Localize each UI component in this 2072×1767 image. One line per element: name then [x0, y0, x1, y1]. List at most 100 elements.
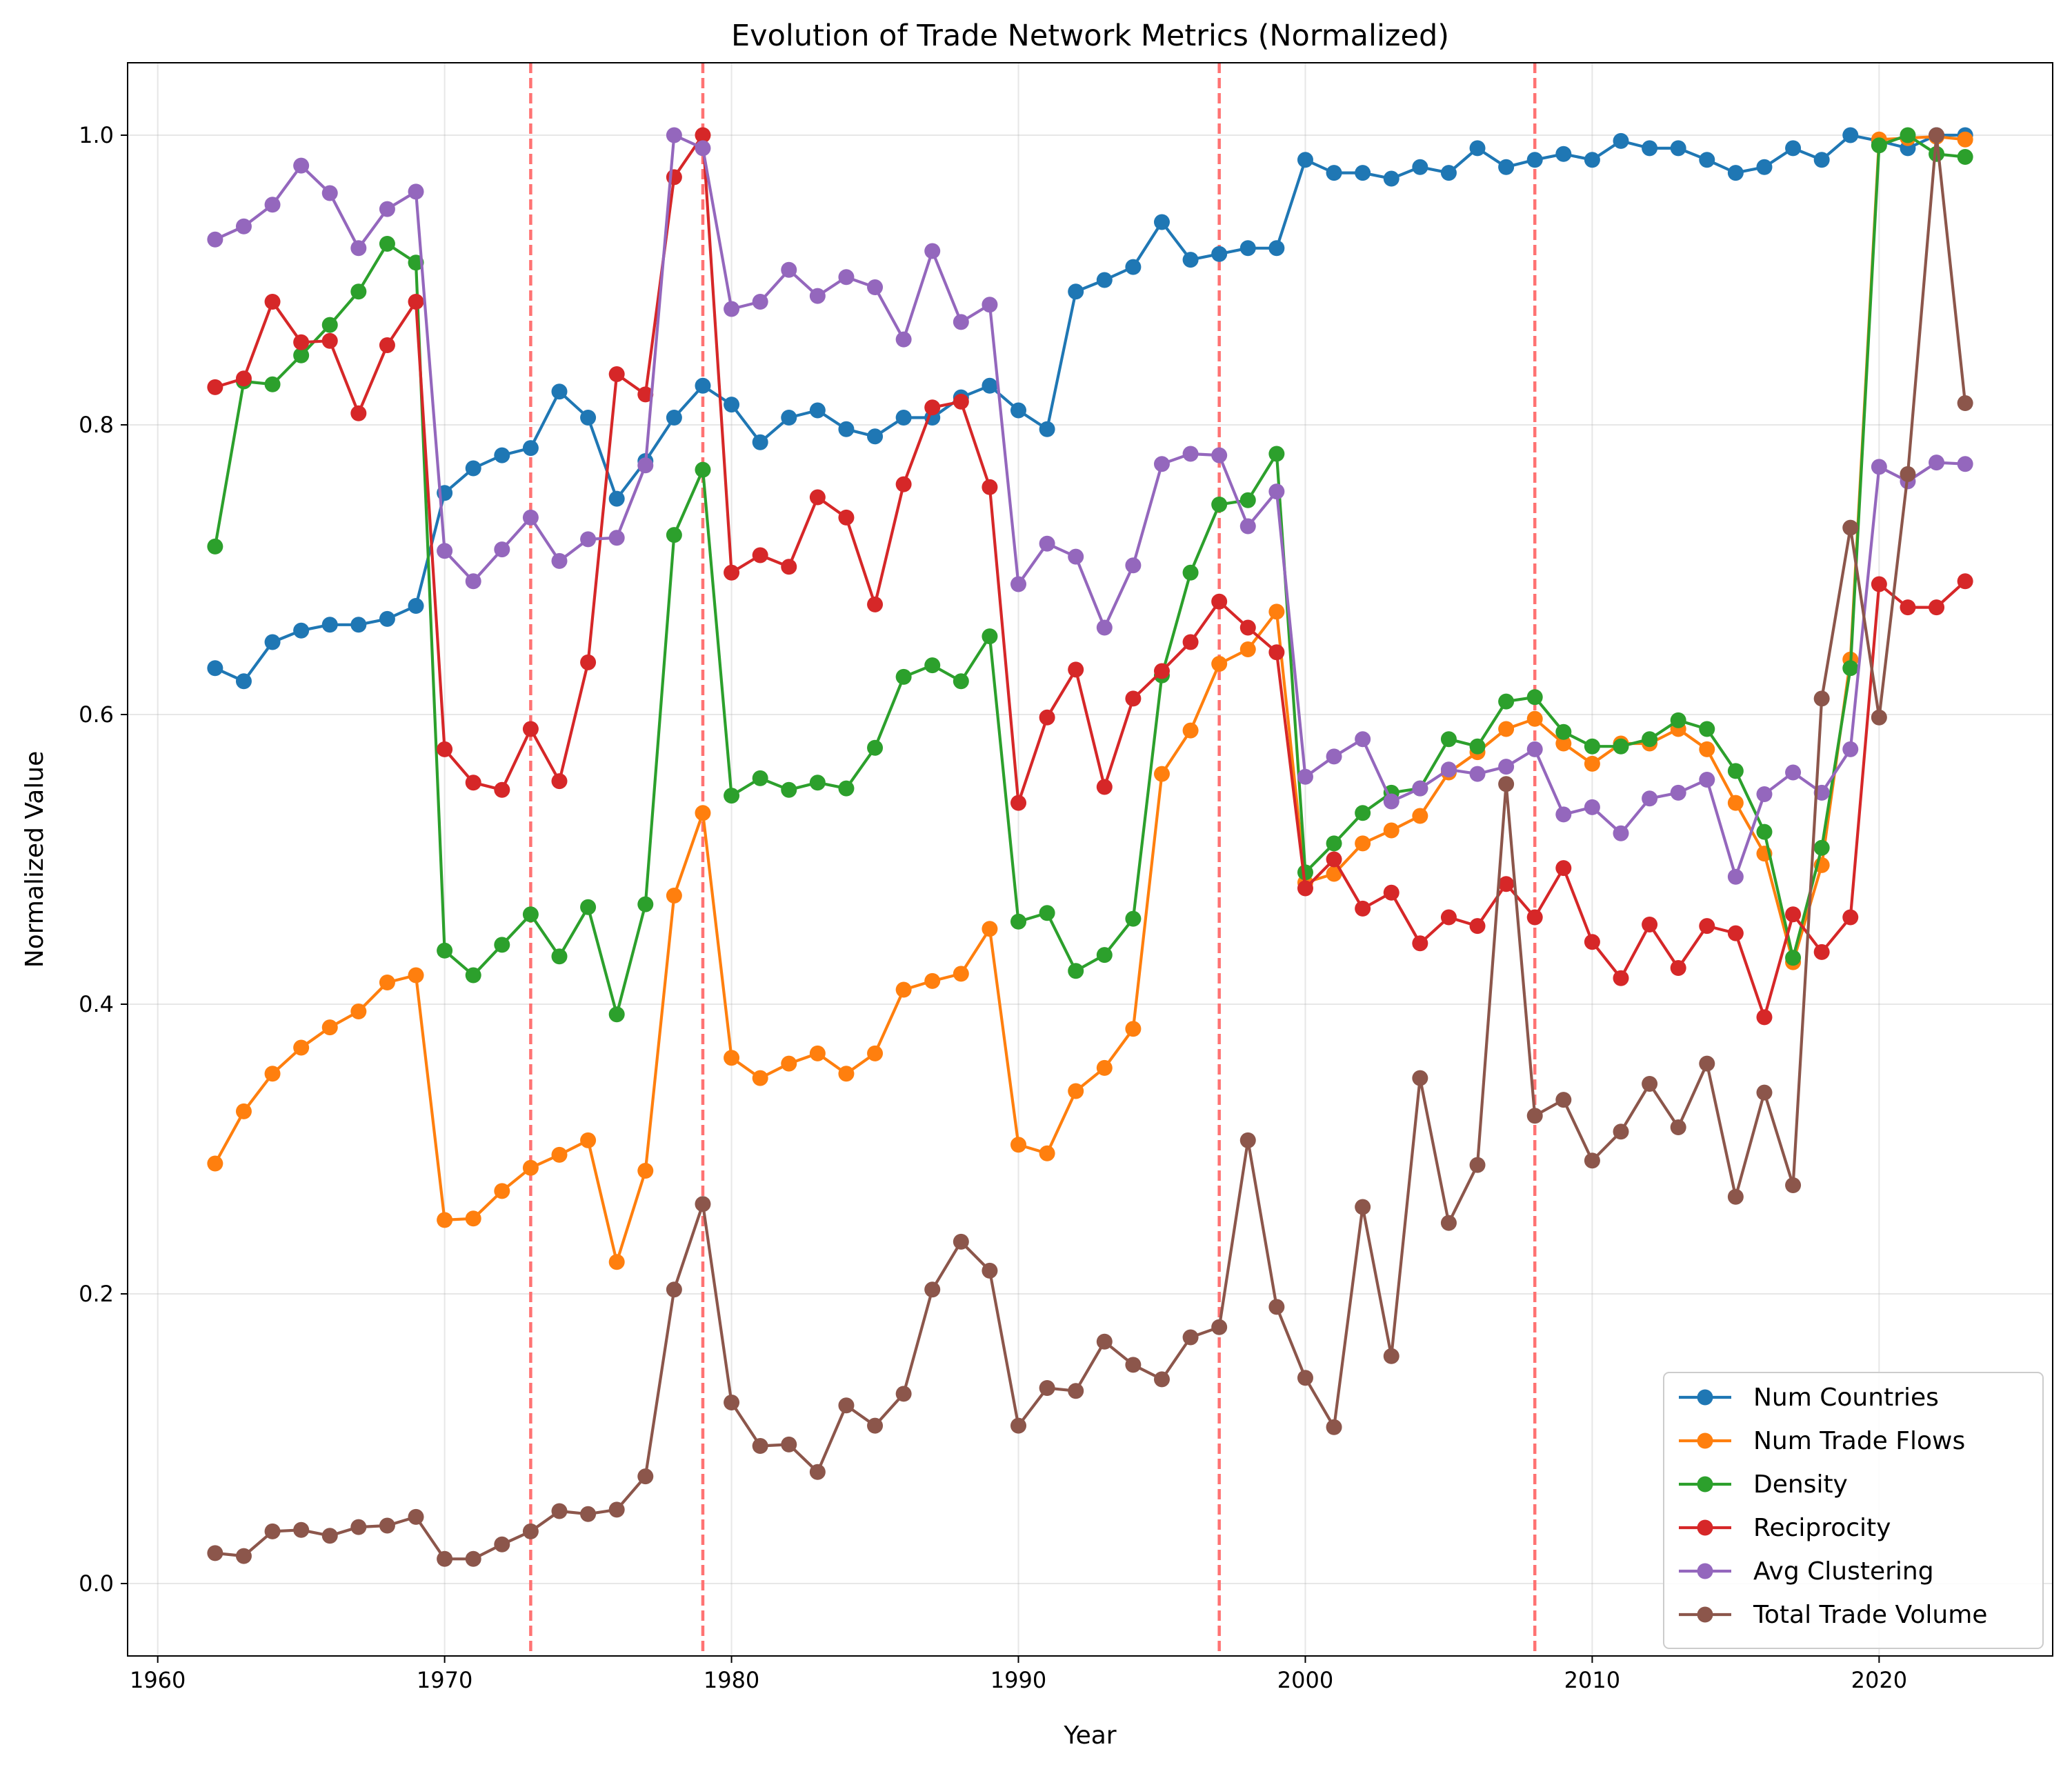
data-point: [1383, 822, 1399, 839]
x-tick-label: 1960: [130, 1667, 186, 1693]
data-point: [1182, 446, 1199, 462]
data-point: [379, 201, 395, 217]
data-point: [1239, 492, 1256, 508]
data-point: [1355, 731, 1371, 748]
data-point: [1211, 593, 1228, 610]
data-point: [235, 370, 252, 387]
data-point: [494, 541, 510, 558]
data-point: [1412, 780, 1428, 797]
data-point: [1813, 152, 1830, 168]
data-point: [1900, 466, 1916, 482]
data-point: [1440, 761, 1457, 778]
data-point: [494, 1536, 510, 1553]
data-point: [666, 1281, 682, 1298]
data-point: [1182, 634, 1199, 650]
data-point: [781, 1436, 797, 1452]
data-point: [1383, 884, 1399, 901]
data-point: [1211, 497, 1228, 512]
data-point: [724, 1050, 740, 1066]
data-point: [1239, 518, 1256, 535]
data-point: [1584, 934, 1600, 950]
data-point: [1125, 690, 1142, 707]
data-point: [1555, 860, 1572, 877]
legend-entry: Density: [1679, 1470, 1848, 1499]
data-point: [1010, 795, 1027, 811]
data-point: [235, 1548, 252, 1564]
data-point: [1498, 776, 1515, 792]
data-point: [1440, 165, 1457, 181]
data-point: [695, 377, 711, 394]
data-point: [1526, 909, 1543, 926]
data-point: [1929, 599, 1945, 616]
data-point: [867, 428, 884, 445]
data-point: [551, 1503, 568, 1519]
data-point: [494, 937, 510, 953]
data-point: [1268, 483, 1285, 500]
x-tick-label: 1990: [990, 1667, 1046, 1693]
data-point: [1010, 913, 1027, 930]
data-point: [1211, 246, 1228, 262]
data-point: [321, 185, 338, 201]
data-point: [1727, 165, 1744, 181]
data-point: [695, 461, 711, 478]
data-point: [838, 421, 855, 437]
data-point: [1498, 721, 1515, 737]
data-point: [982, 297, 998, 313]
data-point: [1239, 1132, 1256, 1148]
legend-entry: Total Trade Volume: [1679, 1601, 1987, 1629]
legend-marker: [1697, 1563, 1713, 1579]
data-point: [752, 1070, 768, 1086]
data-point: [1642, 140, 1658, 157]
data-point: [1239, 641, 1256, 657]
data-point: [1842, 909, 1859, 926]
data-point: [1010, 576, 1027, 592]
data-point: [895, 981, 912, 998]
data-point: [1555, 146, 1572, 162]
data-point: [867, 279, 884, 295]
y-axis-label: Normalized Value: [21, 751, 49, 968]
data-point: [1125, 910, 1142, 927]
data-point: [1440, 731, 1457, 748]
data-point: [1383, 170, 1399, 187]
data-point: [1068, 1383, 1084, 1399]
series-total-trade-volume: [207, 127, 1973, 1567]
data-point: [895, 1386, 912, 1402]
data-point: [1642, 917, 1658, 932]
data-point: [1096, 779, 1113, 795]
data-point: [408, 1508, 424, 1525]
data-point: [666, 888, 682, 904]
data-point: [321, 1019, 338, 1036]
data-point: [895, 476, 912, 492]
data-point: [608, 1501, 625, 1518]
data-point: [1268, 446, 1285, 462]
data-point: [1555, 806, 1572, 823]
data-point: [1756, 1084, 1773, 1101]
data-point: [264, 1066, 281, 1082]
data-point: [235, 673, 252, 690]
data-point: [1182, 252, 1199, 268]
data-point: [1355, 900, 1371, 917]
data-point: [1929, 127, 1945, 143]
data-point: [695, 140, 711, 157]
data-point: [1326, 1419, 1342, 1435]
data-point: [1182, 722, 1199, 739]
data-point: [1268, 240, 1285, 257]
x-tick-label: 1970: [417, 1667, 472, 1693]
data-point: [1842, 127, 1859, 143]
data-point: [781, 1055, 797, 1072]
data-point: [1842, 660, 1859, 677]
data-point: [1383, 793, 1399, 810]
data-point: [1642, 790, 1658, 807]
data-point: [608, 530, 625, 546]
data-point: [1842, 519, 1859, 536]
data-point: [1727, 925, 1744, 941]
data-point: [1842, 741, 1859, 757]
data-point: [465, 1210, 481, 1227]
x-axis-label: Year: [1063, 1721, 1116, 1750]
data-point: [1785, 950, 1802, 966]
y-tick-label: 0.6: [79, 701, 114, 728]
data-point: [1699, 741, 1715, 757]
data-point: [465, 775, 481, 791]
data-point: [321, 317, 338, 333]
data-point: [1957, 456, 1973, 472]
